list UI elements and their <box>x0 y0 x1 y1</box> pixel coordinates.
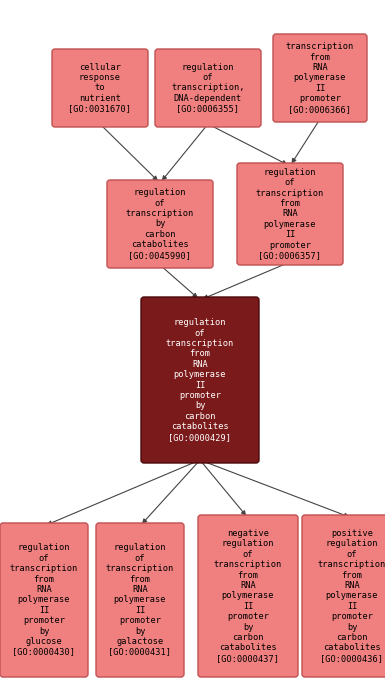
FancyBboxPatch shape <box>198 515 298 677</box>
Text: transcription
from
RNA
polymerase
II
promoter
[GO:0006366]: transcription from RNA polymerase II pro… <box>286 42 354 114</box>
FancyBboxPatch shape <box>96 523 184 677</box>
Text: regulation
of
transcription
from
RNA
polymerase
II
promoter
by
glucose
[GO:00004: regulation of transcription from RNA pol… <box>10 544 78 656</box>
Text: regulation
of
transcription,
DNA-dependent
[GO:0006355]: regulation of transcription, DNA-depende… <box>171 63 245 114</box>
Text: negative
regulation
of
transcription
from
RNA
polymerase
II
promoter
by
carbon
c: negative regulation of transcription fro… <box>214 529 282 663</box>
FancyBboxPatch shape <box>302 515 385 677</box>
FancyBboxPatch shape <box>0 523 88 677</box>
Text: cellular
response
to
nutrient
[GO:0031670]: cellular response to nutrient [GO:003167… <box>69 63 132 114</box>
FancyBboxPatch shape <box>273 34 367 122</box>
Text: regulation
of
transcription
by
carbon
catabolites
[GO:0045990]: regulation of transcription by carbon ca… <box>126 189 194 259</box>
Text: positive
regulation
of
transcription
from
RNA
polymerase
II
promoter
by
carbon
c: positive regulation of transcription fro… <box>318 529 385 663</box>
Text: regulation
of
transcription
from
RNA
polymerase
II
promoter
by
carbon
catabolite: regulation of transcription from RNA pol… <box>166 319 234 442</box>
Text: regulation
of
transcription
from
RNA
polymerase
II
promoter
by
galactose
[GO:000: regulation of transcription from RNA pol… <box>106 544 174 656</box>
Text: regulation
of
transcription
from
RNA
polymerase
II
promoter
[GO:0006357]: regulation of transcription from RNA pol… <box>256 168 324 260</box>
FancyBboxPatch shape <box>237 163 343 265</box>
FancyBboxPatch shape <box>155 49 261 127</box>
FancyBboxPatch shape <box>141 297 259 463</box>
FancyBboxPatch shape <box>52 49 148 127</box>
FancyBboxPatch shape <box>107 180 213 268</box>
